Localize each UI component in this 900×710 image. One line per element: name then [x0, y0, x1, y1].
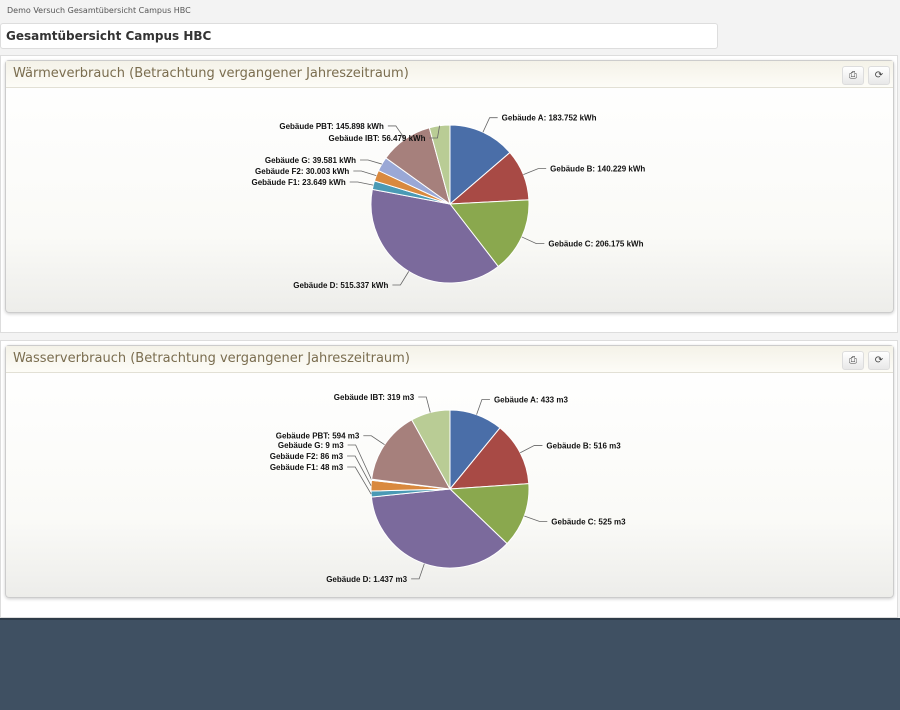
pie-slice[interactable] — [449, 199, 530, 268]
label-connector — [524, 515, 548, 522]
label-connector — [482, 117, 498, 133]
slice-label: Gebäude D: 515.337 kWh — [293, 281, 388, 290]
label-connector — [360, 159, 382, 165]
print-icon: ⎙ — [849, 70, 857, 81]
page-title-box: Gesamtübersicht Campus HBC — [0, 23, 718, 49]
refresh-icon: ⟳ — [874, 355, 884, 366]
label-connector — [429, 125, 440, 139]
slice-label: Gebäude G: 9 m3 — [278, 441, 344, 450]
panel-header: Wasserverbrauch (Betrachtung vergangener… — [6, 346, 893, 373]
breadcrumb: Demo Versuch Gesamtübersicht Campus HBC — [7, 6, 191, 15]
refresh-button[interactable]: ⟳ — [868, 66, 890, 85]
slice-label: Gebäude B: 140.229 kWh — [550, 165, 645, 174]
label-connector — [349, 181, 374, 186]
label-connector — [520, 445, 543, 454]
slice-label: Gebäude PBT: 145.898 kWh — [279, 122, 384, 131]
label-connector — [347, 444, 372, 480]
page: Demo Versuch Gesamtübersicht Campus HBC … — [0, 0, 900, 620]
slice-label: Gebäude G: 39.581 kWh — [265, 156, 356, 165]
slice-label: Gebäude IBT: 56.479 kWh — [329, 134, 426, 143]
pie-slice[interactable] — [448, 427, 530, 490]
pie-slice[interactable] — [411, 409, 451, 490]
slice-label: Gebäude B: 516 m3 — [546, 441, 621, 450]
label-connector — [523, 168, 547, 175]
heat-panel: Wärmeverbrauch (Betrachtung vergangener … — [5, 60, 894, 313]
slice-label: Gebäude D: 1.437 m3 — [326, 575, 407, 584]
page-title: Gesamtübersicht Campus HBC — [6, 29, 212, 43]
panel-title: Wärmeverbrauch (Betrachtung vergangener … — [13, 66, 409, 81]
slice-label: Gebäude F1: 23.649 kWh — [251, 178, 345, 187]
label-connector — [418, 396, 431, 413]
panel-title: Wasserverbrauch (Betrachtung vergangener… — [13, 351, 410, 366]
label-connector — [353, 170, 377, 177]
label-connector — [476, 399, 490, 415]
slice-label: Gebäude F2: 30.003 kWh — [255, 167, 349, 176]
label-connector — [521, 236, 545, 245]
slice-label: Gebäude A: 433 m3 — [494, 396, 569, 405]
label-connector — [363, 435, 385, 446]
slice-label: Gebäude A: 183.752 kWh — [502, 114, 597, 123]
label-connector — [392, 271, 410, 286]
water-section: Wasserverbrauch (Betrachtung vergangener… — [0, 340, 898, 618]
label-connector — [347, 455, 372, 486]
slice-label: Gebäude IBT: 319 m3 — [334, 393, 415, 402]
slice-label: Gebäude C: 525 m3 — [551, 517, 626, 526]
slice-label: Gebäude C: 206.175 kWh — [548, 240, 643, 249]
label-connector — [387, 125, 406, 140]
heat-section: Wärmeverbrauch (Betrachtung vergangener … — [0, 55, 898, 333]
print-icon: ⎙ — [849, 355, 857, 366]
water-panel: Wasserverbrauch (Betrachtung vergangener… — [5, 345, 894, 598]
panel-header: Wärmeverbrauch (Betrachtung vergangener … — [6, 61, 893, 88]
slice-label: Gebäude F1: 48 m3 — [270, 463, 344, 472]
print-button[interactable]: ⎙ — [842, 351, 864, 370]
water-pie-chart: Gebäude A: 433 m3 Gebäude B: 516 m3 Gebäud… — [270, 393, 626, 584]
label-connector — [347, 466, 372, 495]
refresh-button[interactable]: ⟳ — [868, 351, 890, 370]
pie-slice[interactable] — [370, 488, 508, 569]
slice-label: Gebäude F2: 86 m3 — [270, 452, 344, 461]
refresh-icon: ⟳ — [874, 70, 884, 81]
heat-pie-chart: Gebäude A: 183.752 kWh Gebäude B: 140.229… — [251, 114, 645, 290]
pie-slice[interactable] — [428, 124, 451, 205]
pie-slice[interactable] — [371, 419, 451, 490]
print-button[interactable]: ⎙ — [842, 66, 864, 85]
label-connector — [411, 563, 425, 580]
pie-slice[interactable] — [448, 483, 530, 545]
slice-label: Gebäude PBT: 594 m3 — [276, 432, 360, 441]
